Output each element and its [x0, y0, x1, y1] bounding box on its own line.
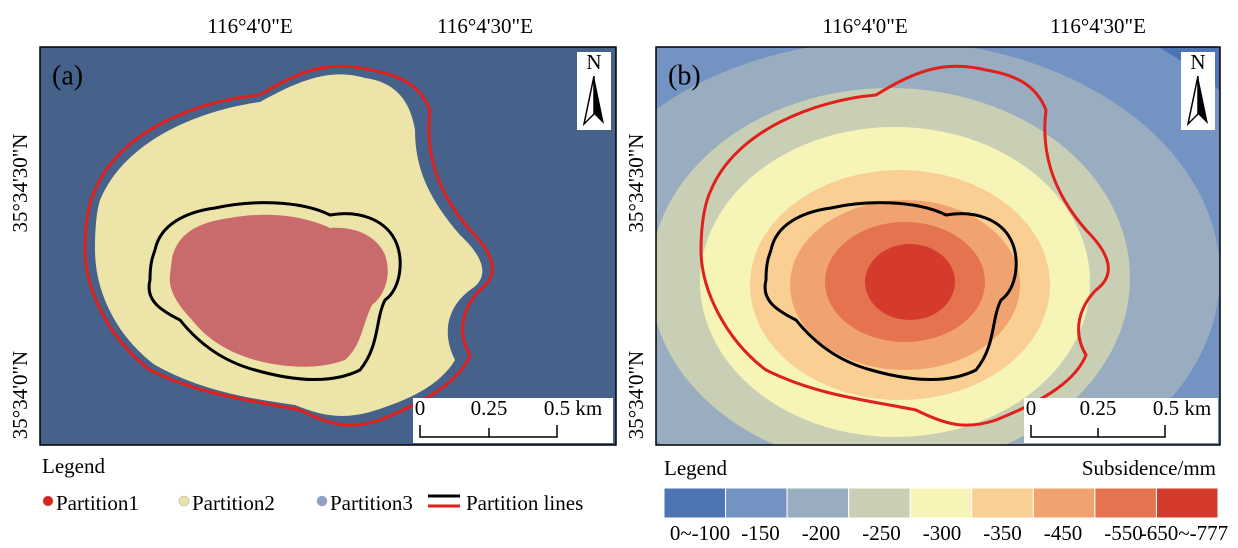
map-b [656, 47, 1220, 445]
class-label: -450 [1044, 521, 1083, 545]
panel-label: (a) [52, 60, 83, 91]
class-label: -200 [802, 521, 841, 545]
legend-swatch [178, 495, 190, 507]
color-class [1032, 487, 1096, 519]
north-label: N [586, 50, 601, 74]
lat-label: 35°34'0"N [624, 351, 648, 439]
scale-bar [419, 425, 558, 438]
legend-title: Legend [42, 454, 105, 478]
lon-label: 116°4'30"E [1050, 14, 1146, 38]
class-label: -650~-777 [1140, 521, 1228, 545]
legend-a: Partition1 Partition2 Partition3 Partition … [42, 491, 583, 515]
frame-b [655, 46, 1221, 446]
band [865, 244, 955, 320]
legend-b: 0~-100 -150 -200 -250 -300 -350 -450 -550-650~-… [663, 487, 1228, 545]
frame-a [39, 46, 617, 446]
scale-label: 0 [1026, 396, 1037, 420]
color-class [786, 487, 850, 519]
lat-label: 35°34'0"N [8, 351, 32, 439]
legend-title: Legend [664, 456, 727, 480]
color-class [848, 487, 911, 519]
scale-label: 0.5 km [544, 396, 602, 420]
color-class [971, 487, 1034, 519]
north-arrow [594, 76, 604, 124]
class-label: -250 [862, 521, 901, 545]
legend-unit: Subsidence/mm [1082, 456, 1216, 480]
class-label: 0~-100 [670, 521, 730, 545]
legend-label: Partition lines [466, 491, 583, 515]
lon-label: 116°4'0"E [822, 14, 907, 38]
lon-label: 116°4'0"E [207, 14, 292, 38]
scale-label: 0.25 [471, 396, 508, 420]
scale-label: 0.25 [1080, 396, 1117, 420]
lat-label: 35°34'30"N [8, 134, 32, 233]
north-arrow [1198, 76, 1208, 124]
class-label: -150 [741, 521, 780, 545]
color-class [1094, 487, 1157, 519]
scale-label: 0 [415, 396, 426, 420]
class-label: -550 [1104, 521, 1143, 545]
legend-label: Partition2 [192, 491, 275, 515]
lon-label: 116°4'30"E [437, 14, 533, 38]
legend-swatch [42, 495, 54, 507]
legend-swatch [316, 495, 328, 507]
color-class [725, 487, 788, 519]
scale-label: 0.5 km [1153, 396, 1211, 420]
class-label: -300 [923, 521, 962, 545]
class-label: -350 [983, 521, 1022, 545]
color-class [909, 487, 973, 519]
scale-bar [1030, 425, 1166, 438]
lat-label: 35°34'30"N [624, 134, 648, 233]
panel-label: (b) [668, 60, 701, 91]
map-a [40, 47, 616, 445]
color-class [663, 487, 727, 519]
color-class [1155, 487, 1219, 519]
legend-label: Partition3 [330, 491, 413, 515]
scale-box [413, 398, 613, 443]
partition1-area [169, 214, 388, 367]
legend-label: Partition1 [56, 491, 139, 515]
north-label: N [1190, 50, 1205, 74]
scale-box [1024, 398, 1218, 443]
